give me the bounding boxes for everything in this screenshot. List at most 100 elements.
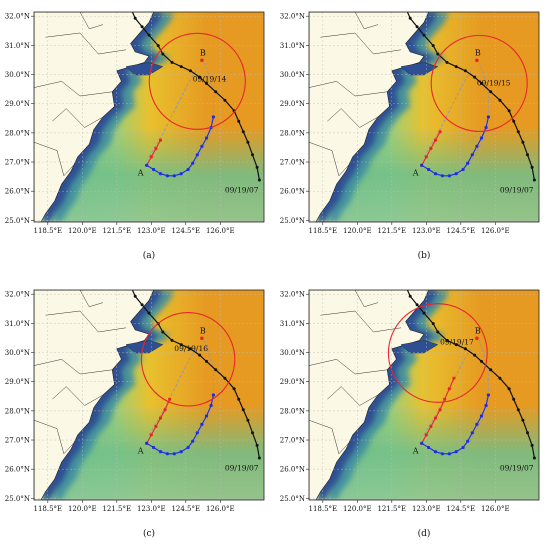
lat-tick-label: 30.0°N bbox=[280, 349, 305, 357]
province-boundary bbox=[79, 12, 104, 30]
ship-route-red-point bbox=[433, 416, 438, 420]
typhoon-track-point bbox=[237, 119, 241, 123]
lon-tick-label: 120.0°E bbox=[343, 227, 372, 235]
typhoon-track-point bbox=[223, 376, 227, 380]
ship-route-blue-point bbox=[454, 450, 458, 454]
panel-caption: (d) bbox=[418, 528, 431, 539]
ship-route-blue-point bbox=[145, 163, 149, 167]
start-time-label: 09/19/07 bbox=[225, 185, 259, 194]
wind-radius-circle bbox=[387, 303, 488, 403]
lat-tick-label: 26.0°N bbox=[280, 188, 305, 196]
ship-route-blue-point bbox=[158, 450, 163, 454]
typhoon-track-point bbox=[422, 311, 426, 315]
ship-route-blue-point bbox=[179, 172, 183, 176]
typhoon-track-point bbox=[526, 431, 529, 435]
province-boundary bbox=[52, 386, 104, 406]
typhoon-track-point bbox=[255, 443, 259, 447]
map-frame bbox=[308, 11, 540, 223]
ship-route-red-point bbox=[429, 146, 433, 151]
typhoon-track-point bbox=[445, 60, 449, 64]
typhoon-track-point bbox=[179, 65, 183, 69]
ship-route-blue-point bbox=[427, 445, 431, 450]
typhoon-track-point bbox=[512, 397, 516, 401]
ship-route-blue-point bbox=[152, 445, 156, 450]
map-panel: 09/19/17 A B 09/19/07 32.0°N 31.0°N 30.0°N 29.0… bbox=[280, 284, 540, 513]
province-boundary bbox=[327, 386, 379, 406]
typhoon-track-point bbox=[140, 303, 144, 307]
start-time-label: 09/19/07 bbox=[500, 463, 534, 472]
lat-tick-label: 31.0°N bbox=[5, 42, 30, 50]
typhoon-track-point bbox=[422, 33, 426, 37]
time-label: 09/19/17 bbox=[440, 338, 474, 347]
typhoon-track-point bbox=[140, 25, 144, 29]
lat-tick-label: 29.0°N bbox=[280, 100, 305, 108]
ship-route-blue-point bbox=[204, 136, 209, 140]
lat-tick-label: 26.0°N bbox=[5, 466, 30, 474]
panel-caption: (b) bbox=[418, 250, 431, 261]
typhoon-track-point bbox=[415, 25, 419, 29]
typhoon-track-point bbox=[463, 347, 467, 351]
lat-tick-label: 32.0°N bbox=[280, 13, 305, 21]
typhoon-track-point bbox=[133, 16, 137, 20]
start-time-label: 09/19/07 bbox=[500, 185, 534, 194]
lat-tick-label: 29.0°N bbox=[5, 378, 30, 386]
typhoon-track-point bbox=[463, 69, 467, 73]
typhoon-track-point bbox=[223, 98, 227, 102]
lat-tick-label: 32.0°N bbox=[280, 291, 305, 299]
land bbox=[34, 12, 154, 222]
ship-route-blue-point bbox=[475, 422, 479, 426]
lon-tick-label: 124.5°E bbox=[171, 227, 200, 235]
ship-route-blue-point bbox=[484, 125, 488, 130]
typhoon-track-point bbox=[241, 408, 245, 412]
lon-tick-label: 120.0°E bbox=[343, 505, 372, 513]
ship-route-blue-point bbox=[145, 441, 149, 445]
ship-route-blue-point bbox=[475, 144, 479, 148]
ship-route-blue-point bbox=[211, 393, 215, 397]
typhoon-track-point bbox=[170, 338, 174, 342]
ship-route-blue-point bbox=[427, 167, 431, 172]
wind-radius-circle bbox=[430, 34, 528, 132]
province-boundary bbox=[45, 310, 127, 333]
ship-route-blue-point bbox=[470, 431, 474, 435]
province-boundary bbox=[327, 108, 379, 128]
ship-route-blue-point bbox=[200, 144, 204, 148]
typhoon-track-point bbox=[445, 338, 449, 342]
lat-tick-label: 32.0°N bbox=[5, 291, 30, 299]
ship-route-red-point bbox=[149, 155, 153, 159]
lat-tick-label: 25.0°N bbox=[5, 217, 30, 225]
ship-route-red-point bbox=[424, 433, 428, 437]
time-label: 09/19/14 bbox=[193, 74, 227, 83]
typhoon-track-point bbox=[473, 353, 477, 357]
lon-tick-label: 126.0°E bbox=[481, 505, 510, 513]
ship-route-blue-point bbox=[195, 431, 199, 435]
typhoon-track-point bbox=[408, 294, 412, 298]
typhoon-track-point bbox=[205, 359, 208, 363]
ship-route-blue-point bbox=[172, 452, 176, 456]
lat-tick-label: 25.0°N bbox=[280, 495, 305, 503]
typhoon-track-point bbox=[512, 119, 516, 123]
wind-radius-circle bbox=[148, 32, 246, 130]
point-b-marker bbox=[200, 58, 204, 63]
ship-route-blue-point bbox=[200, 422, 204, 426]
ship-route-blue-point bbox=[152, 167, 156, 172]
typhoon-track-point bbox=[436, 52, 440, 56]
ship-route-red-point bbox=[158, 416, 163, 420]
ship-route-blue-point bbox=[479, 136, 484, 140]
lat-tick-label: 29.0°N bbox=[5, 100, 30, 108]
ship-route-blue-point bbox=[486, 115, 490, 119]
typhoon-track-point bbox=[198, 353, 202, 357]
lat-tick-label: 30.0°N bbox=[280, 71, 305, 79]
ship-route-blue-point bbox=[484, 403, 488, 408]
typhoon-track-point bbox=[404, 284, 407, 287]
point-b-marker bbox=[200, 336, 204, 341]
typhoon-track-point bbox=[237, 397, 241, 401]
ship-route-blue-point bbox=[433, 450, 438, 454]
lat-tick-label: 28.0°N bbox=[5, 129, 30, 137]
search-path-gray bbox=[423, 68, 473, 158]
ship-route-blue-point bbox=[454, 172, 458, 176]
typhoon-track-point bbox=[521, 140, 525, 144]
ship-route-blue-point bbox=[420, 163, 424, 167]
typhoon-track-point bbox=[205, 81, 208, 85]
ship-route-blue-point bbox=[195, 153, 199, 157]
ship-route-blue-point bbox=[165, 452, 169, 456]
